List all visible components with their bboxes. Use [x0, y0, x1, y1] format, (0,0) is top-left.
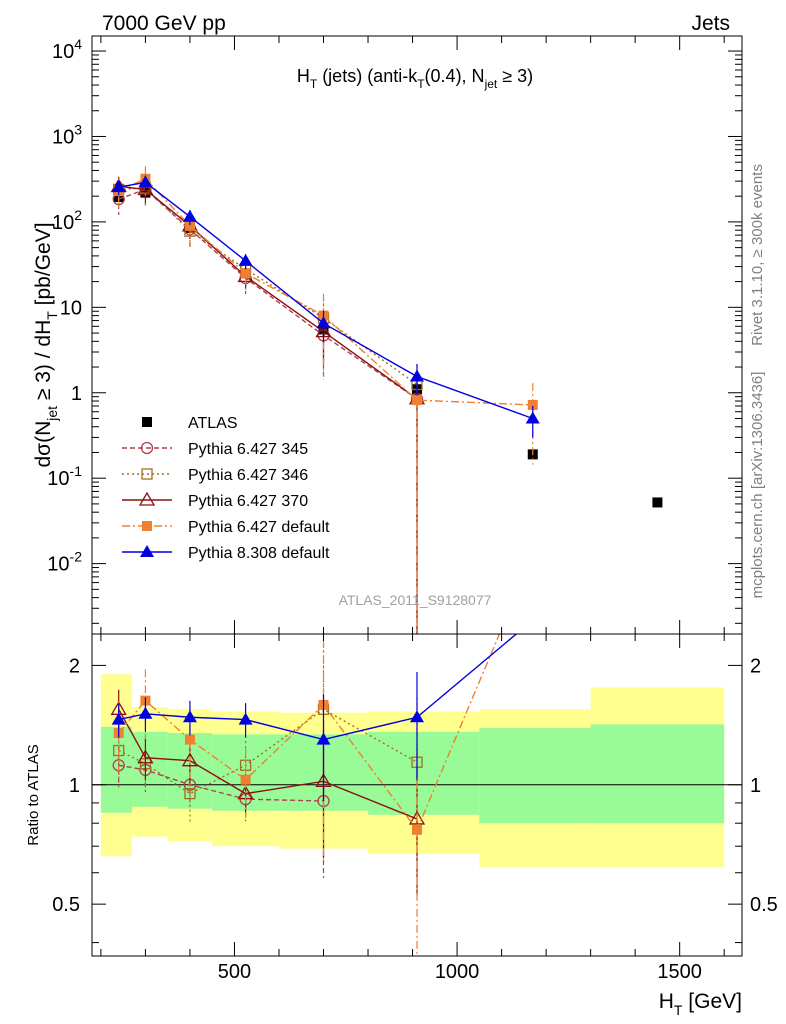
legend-label-data: ATLAS — [188, 415, 238, 432]
ratio-point-p6def — [240, 774, 251, 785]
band-inner — [368, 731, 480, 815]
point-data — [652, 497, 663, 508]
ratio-y-tick-label-left: 2 — [69, 655, 80, 677]
point-p8def — [182, 209, 197, 222]
ratio-y-tick-label-right: 1 — [750, 775, 761, 797]
y-tick-label: 104 — [52, 36, 82, 63]
bottom-y-axis-title: Ratio to ATLAS — [25, 744, 42, 845]
legend-label-p370: Pythia 6.427 370 — [188, 493, 308, 510]
legend-marker-p346 — [141, 468, 153, 480]
ratio-y-tick-label-right: 0.5 — [750, 894, 778, 916]
ratio-y-tick-label-left: 0.5 — [52, 894, 80, 916]
series-line-p6def — [118, 177, 533, 406]
point-p8def — [316, 316, 331, 329]
x-axis-title: HT [GeV] — [659, 990, 742, 1018]
ratio-point-p8def — [111, 712, 126, 725]
point-p6def — [184, 220, 195, 231]
legend-marker-p8def — [140, 545, 154, 557]
y-tick-label: 102 — [52, 207, 82, 234]
legend-marker-data — [142, 417, 152, 427]
ratio-point-p8def — [410, 710, 424, 723]
x-tick-label: 500 — [218, 961, 251, 983]
ratio-point-p8def — [316, 732, 331, 745]
bottom-frame — [91, 633, 743, 957]
band-inner — [479, 728, 591, 824]
ratio-point-p370 — [137, 749, 154, 764]
point-p8def — [138, 175, 153, 188]
y-tick-label: 103 — [52, 121, 82, 148]
legend-label-p345: Pythia 6.427 345 — [188, 441, 308, 458]
top-chart-title: HT (jets) (anti-kT(0.4), Njet ≥ 3) — [297, 66, 533, 91]
header-left: 7000 GeV pp — [102, 12, 226, 35]
series-line-p370 — [118, 185, 418, 400]
y-tick-label: 10-2 — [47, 549, 82, 576]
legend-marker-p6def — [142, 521, 152, 531]
x-tick-label: 1500 — [657, 961, 702, 983]
legend-marker-p370 — [138, 491, 156, 506]
x-tick-label: 1000 — [435, 961, 480, 983]
ratio-point-p6def — [184, 734, 195, 745]
point-p6def — [412, 395, 422, 406]
top-y-axis-title: dσ(Njet ≥ 3) / dHT [pb/GeV] — [32, 222, 60, 467]
analysis-id: ATLAS_2011_S9128077 — [339, 592, 492, 608]
ratio-y-tick-label-left: 1 — [69, 775, 80, 797]
ratio-point-p6def — [412, 824, 422, 835]
header-right: Jets — [691, 12, 730, 35]
point-p8def — [410, 369, 424, 382]
top-series-layer — [110, 166, 663, 634]
band-inner — [590, 724, 725, 824]
point-p8def — [111, 180, 126, 193]
legend-marker-p345 — [140, 441, 154, 455]
y-tick-label: 1 — [71, 383, 82, 405]
legend-label-p346: Pythia 6.427 346 — [188, 467, 308, 484]
ratio-point-p370 — [181, 752, 199, 767]
point-p6def — [240, 268, 251, 279]
ratio-point-p8def — [138, 706, 153, 719]
legend-label-p6def: Pythia 6.427 default — [188, 519, 330, 536]
ratio-y-tick-label-right: 2 — [750, 655, 761, 677]
mcplots-note: mcplots.cern.ch [arXiv:1306.3436] — [749, 372, 766, 599]
bottom-axes: 0.5 0.5 1 1 2 2 500 1000 1500 — [52, 633, 778, 983]
ratio-point-p346 — [184, 787, 196, 800]
bottom-series-layer — [110, 634, 518, 956]
y-tick-label: 10-1 — [47, 463, 82, 490]
ratio-line-p370 — [118, 708, 418, 820]
ratio-point-p8def — [182, 710, 197, 723]
rivet-note: Rivet 3.1.10, ≥ 300k events — [749, 164, 766, 346]
y-tick-label: 10 — [60, 297, 82, 319]
point-p6def — [527, 399, 538, 410]
point-p8def — [238, 253, 253, 266]
ratio-point-p8def — [238, 712, 253, 725]
legend-label-p8def: Pythia 8.308 default — [188, 545, 330, 562]
point-p8def — [525, 411, 540, 424]
legend: ATLAS Pythia 6.427 345 Pythia 6.427 346 Pyt… — [122, 415, 330, 562]
